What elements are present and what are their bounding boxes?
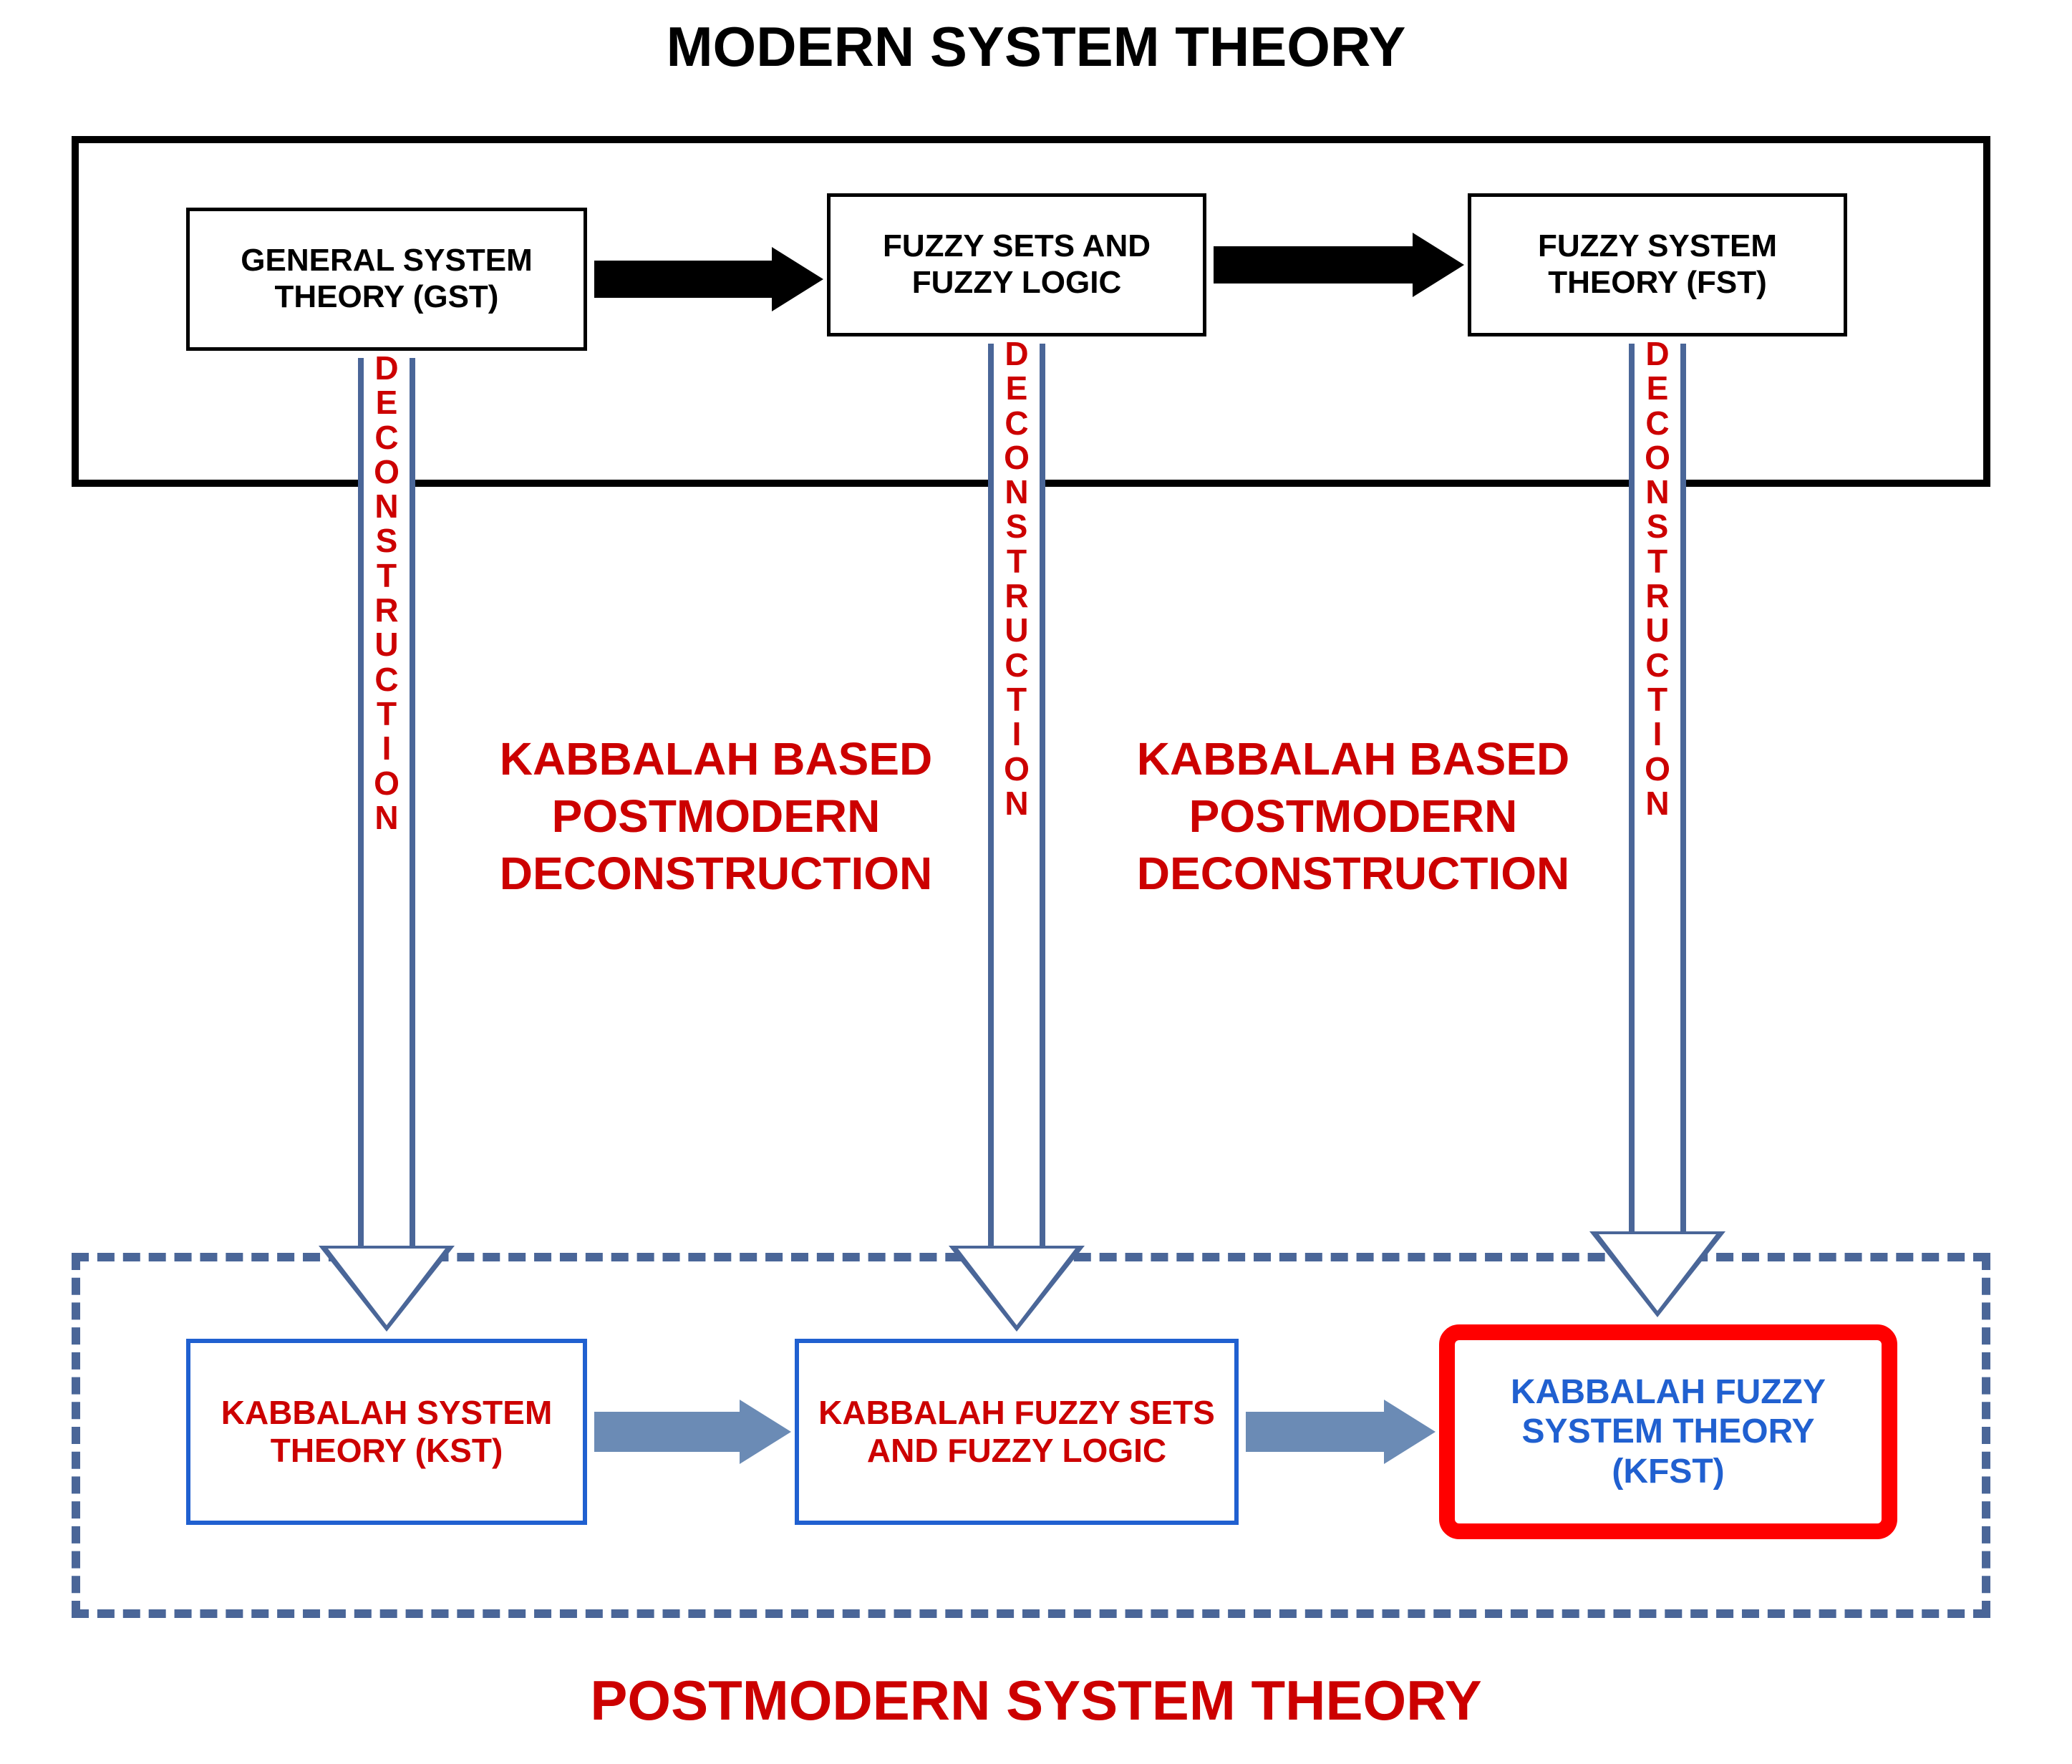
down-arrow-head-inner-icon xyxy=(328,1249,445,1325)
arrow-shaft xyxy=(594,1412,740,1452)
diagram-main-title: MODERN SYSTEM THEORY xyxy=(0,14,2072,79)
arrow-head-icon xyxy=(772,247,823,311)
mid-label-left: KABBALAH BASED POSTMODERN DECONSTRUCTION xyxy=(444,730,988,902)
arrow-head-icon xyxy=(1384,1400,1436,1464)
down-arrow-head-inner-icon xyxy=(1599,1234,1716,1311)
arrow-shaft xyxy=(594,261,772,298)
arrow-head-icon xyxy=(1413,233,1464,297)
deconstruction-label: D E C O N S T R U C T I O N xyxy=(988,336,1045,820)
node-kabbalah-fuzzy-sets: KABBALAH FUZZY SETS AND FUZZY LOGIC xyxy=(795,1339,1239,1525)
arrow-shaft xyxy=(1214,246,1413,284)
node-kst: KABBALAH SYSTEM THEORY (KST) xyxy=(186,1339,587,1525)
node-fuzzy-sets: FUZZY SETS AND FUZZY LOGIC xyxy=(827,193,1206,336)
deconstruction-label: D E C O N S T R U C T I O N xyxy=(1629,336,1686,820)
node-gst: GENERAL SYSTEM THEORY (GST) xyxy=(186,208,587,351)
mid-label-right: KABBALAH BASED POSTMODERN DECONSTRUCTION xyxy=(1074,730,1632,902)
diagram-footer-title: POSTMODERN SYSTEM THEORY xyxy=(0,1668,2072,1733)
node-kfst: KABBALAH FUZZY SYSTEM THEORY (KFST) xyxy=(1439,1324,1897,1539)
arrow-head-icon xyxy=(740,1400,791,1464)
deconstruction-label: D E C O N S T R U C T I O N xyxy=(358,351,415,835)
arrow-shaft xyxy=(1246,1412,1384,1452)
node-fst: FUZZY SYSTEM THEORY (FST) xyxy=(1468,193,1847,336)
down-arrow-head-inner-icon xyxy=(958,1249,1075,1325)
